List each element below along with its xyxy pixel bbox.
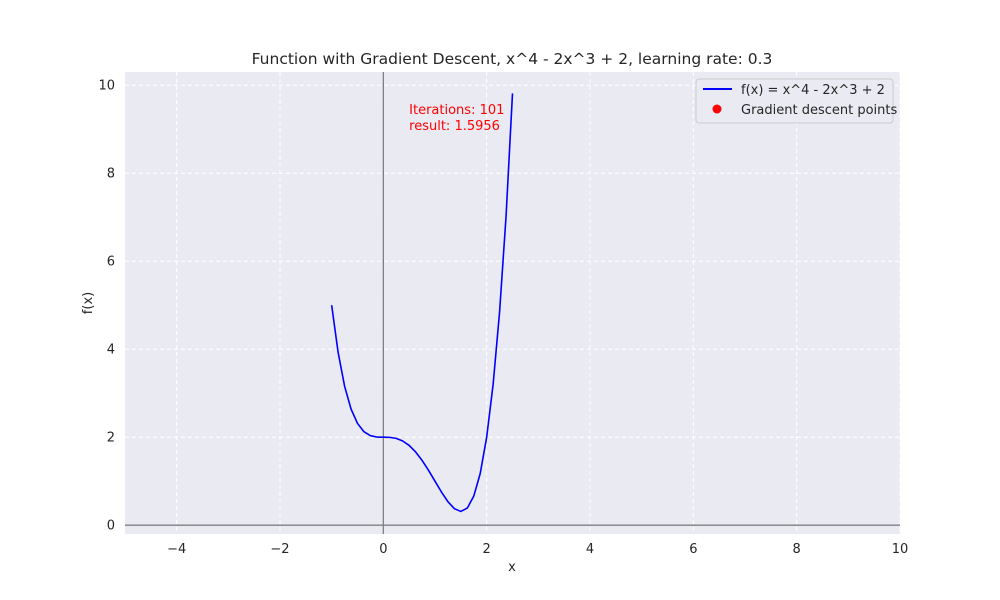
y-tick-label: 8 bbox=[107, 167, 115, 182]
x-tick-label: 4 bbox=[586, 542, 594, 557]
annotation-line-2: result: 1.5956 bbox=[409, 119, 500, 134]
series bbox=[330, 93, 514, 513]
x-tick-label: −2 bbox=[270, 542, 289, 557]
legend-point-swatch bbox=[712, 104, 722, 114]
plot-area bbox=[125, 72, 900, 534]
y-tick-label: 4 bbox=[107, 343, 115, 358]
legend-entry-line: f(x) = x^4 - 2x^3 + 2 bbox=[741, 83, 885, 98]
y-tick-label: 10 bbox=[98, 79, 115, 94]
x-tick-label: 10 bbox=[892, 542, 909, 557]
y-tick-label: 2 bbox=[107, 431, 115, 446]
y-tick-label: 6 bbox=[107, 255, 115, 270]
annotation-line-1: Iterations: 101 bbox=[409, 103, 504, 118]
x-axis-label: x bbox=[508, 560, 516, 575]
x-tick-label: 8 bbox=[793, 542, 801, 557]
y-axis-label: f(x) bbox=[81, 292, 96, 314]
axis-lines bbox=[125, 72, 900, 534]
legend: f(x) = x^4 - 2x^3 + 2 Gradient descent p… bbox=[695, 78, 898, 124]
x-tick-label: 2 bbox=[483, 542, 491, 557]
y-tick-label: 0 bbox=[107, 519, 115, 534]
x-tick-label: 0 bbox=[379, 542, 387, 557]
chart-title: Function with Gradient Descent, x^4 - 2x… bbox=[252, 50, 773, 68]
y-ticks: 0 2 4 6 8 10 bbox=[98, 79, 115, 534]
legend-box bbox=[695, 78, 894, 124]
x-tick-label: −4 bbox=[167, 542, 186, 557]
series-line bbox=[330, 93, 514, 513]
x-ticks: −4 −2 0 2 4 6 8 10 bbox=[167, 542, 908, 557]
legend-entry-points: Gradient descent points bbox=[741, 103, 898, 118]
x-tick-label: 6 bbox=[689, 542, 697, 557]
